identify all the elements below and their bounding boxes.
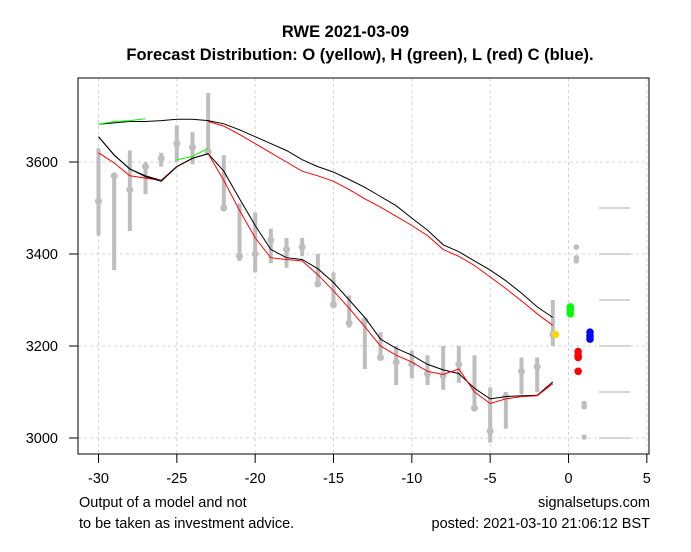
close-marker (533, 363, 541, 371)
close-marker (298, 243, 306, 251)
close-marker (126, 186, 134, 194)
close-marker (518, 367, 525, 375)
plot-frame (77, 77, 650, 455)
chart-subtitle: Forecast Distribution: O (yellow), H (gr… (126, 46, 593, 64)
x-tick-label: 0 (564, 471, 572, 487)
x-tick-label: 5 (643, 471, 651, 487)
y-tick-label: 3000 (26, 431, 58, 447)
forecast-close-point (586, 335, 594, 343)
forecast-grey-point (581, 434, 587, 440)
y-tick-label: 3200 (26, 339, 58, 355)
y-axis: 3000 3200 3400 3600 (26, 155, 78, 447)
close-marker (455, 360, 463, 368)
disclaimer-line2: to be taken as investment advice. (79, 516, 294, 532)
reference-lines (599, 207, 630, 439)
series-line-upper-red (208, 121, 554, 326)
site-name: signalsetups.com (538, 495, 650, 511)
close-marker (236, 252, 243, 260)
forecast-low-point (574, 353, 582, 362)
series-line-mid-green (176, 147, 209, 161)
close-marker (173, 140, 181, 148)
forecast-open-point (551, 330, 560, 339)
grid-lines (78, 78, 649, 454)
close-marker (267, 236, 275, 244)
forecast-low-point (574, 367, 582, 376)
series-line-mid-red (98, 152, 554, 405)
forecast-high-point (566, 310, 575, 318)
x-axis: -30 -25 -20 -15 -10 -5 0 5 (88, 454, 651, 487)
y-tick-label: 3400 (26, 247, 58, 263)
forecast-grey-point (573, 258, 580, 264)
close-marker (157, 154, 165, 162)
close-marker (142, 163, 149, 171)
price-bars (95, 93, 557, 443)
x-tick-label: -10 (401, 471, 422, 487)
close-marker (95, 197, 102, 205)
close-marker (377, 354, 384, 361)
close-marker (392, 358, 400, 366)
forecast-grey-point (573, 244, 580, 250)
x-tick-label: -15 (323, 471, 344, 487)
close-marker (110, 172, 118, 180)
close-marker (283, 245, 290, 253)
x-tick-label: -25 (166, 471, 187, 487)
close-marker (204, 148, 212, 156)
close-marker (314, 280, 322, 288)
close-marker (486, 427, 494, 435)
close-marker (189, 143, 196, 151)
forecast-points (551, 244, 594, 440)
y-tick-label: 3600 (26, 155, 58, 171)
close-marker (471, 404, 478, 412)
series-line-lower-black (98, 136, 209, 182)
x-tick-label: -30 (88, 471, 109, 487)
x-tick-label: -20 (245, 471, 266, 487)
x-tick-label: -5 (484, 471, 497, 487)
close-marker (251, 250, 259, 258)
series-line-upper-green (98, 118, 146, 125)
forecast-grey-point (581, 403, 587, 410)
disclaimer-line1: Output of a model and not (79, 495, 247, 511)
close-marker (345, 319, 353, 327)
close-marker (361, 317, 369, 325)
chart-title: RWE 2021-03-09 (282, 23, 409, 41)
close-marker (330, 301, 337, 309)
close-marker (220, 204, 228, 212)
posted-timestamp: posted: 2021-03-10 21:06:12 BST (432, 516, 651, 532)
series-line-upper-black (98, 118, 554, 318)
band-lines (98, 118, 554, 405)
